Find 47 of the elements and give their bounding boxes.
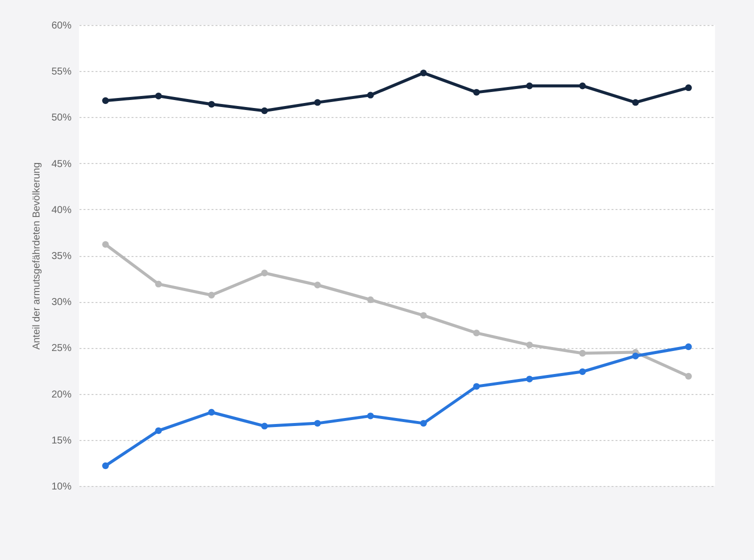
point bbox=[102, 241, 109, 248]
y-tick-label: 45% bbox=[51, 158, 72, 170]
point bbox=[261, 107, 268, 114]
point bbox=[632, 352, 639, 360]
point bbox=[208, 292, 215, 298]
point bbox=[526, 376, 533, 382]
point bbox=[314, 282, 321, 288]
y-tick-label: 30% bbox=[51, 297, 72, 308]
point bbox=[579, 368, 586, 376]
point bbox=[261, 422, 268, 430]
point bbox=[473, 88, 480, 96]
point bbox=[632, 99, 639, 106]
point bbox=[367, 92, 374, 98]
point bbox=[155, 427, 162, 434]
y-tick-label: 60% bbox=[51, 20, 72, 32]
y-tick-label: 15% bbox=[51, 435, 72, 446]
point bbox=[208, 100, 215, 108]
point bbox=[102, 97, 109, 104]
y-tick-label: 10% bbox=[51, 482, 72, 492]
point bbox=[314, 99, 321, 106]
y-tick-label: 55% bbox=[51, 66, 72, 78]
point bbox=[420, 420, 427, 427]
point bbox=[473, 383, 480, 390]
point bbox=[314, 420, 321, 427]
y-axis-title: Anteil der armutsgefährdeten Bevölkerung bbox=[31, 162, 42, 350]
point bbox=[685, 343, 692, 350]
point bbox=[685, 372, 692, 380]
point bbox=[579, 350, 586, 357]
point bbox=[526, 82, 533, 90]
point bbox=[367, 412, 374, 420]
point bbox=[261, 270, 268, 276]
point bbox=[367, 296, 374, 304]
point bbox=[102, 462, 109, 470]
y-tick-label: 40% bbox=[51, 204, 72, 216]
point bbox=[420, 70, 427, 76]
y-tick-label: 20% bbox=[51, 389, 72, 400]
y-tick-label: 35% bbox=[51, 251, 72, 262]
point bbox=[685, 84, 692, 92]
point bbox=[155, 280, 162, 288]
point bbox=[579, 82, 586, 90]
y-tick-label: 50% bbox=[51, 112, 72, 124]
y-tick-label: 25% bbox=[51, 343, 72, 354]
point bbox=[526, 342, 533, 348]
point bbox=[155, 92, 162, 100]
point bbox=[208, 408, 215, 416]
point bbox=[420, 312, 427, 319]
point bbox=[473, 330, 480, 336]
